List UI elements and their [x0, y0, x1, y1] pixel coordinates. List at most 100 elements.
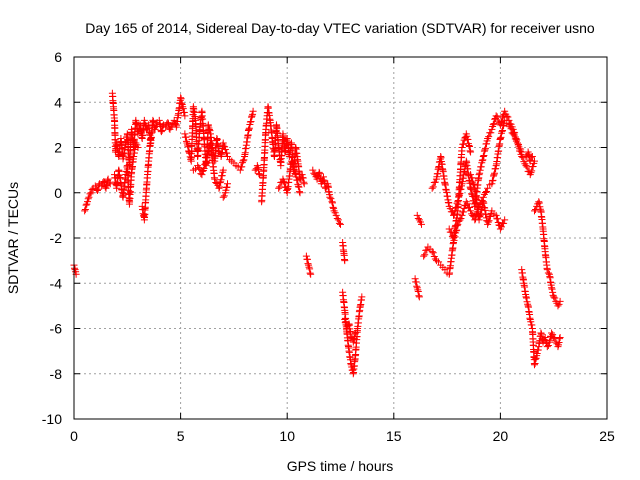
y-tick-label: 0	[54, 185, 62, 201]
data-point-marker	[543, 266, 551, 274]
data-point-marker-dense	[483, 188, 491, 196]
data-point-marker	[428, 184, 436, 192]
data-point-marker-dense	[485, 217, 493, 225]
data-point-marker-dense	[177, 95, 185, 103]
data-point-marker-dense	[350, 336, 358, 344]
data-point-marker-dense	[548, 285, 556, 293]
data-point-marker-dense	[492, 165, 500, 173]
data-point-marker	[300, 180, 308, 188]
data-point-marker	[496, 121, 504, 129]
data-point-marker-dense	[431, 178, 439, 186]
data-point-marker-dense	[179, 105, 187, 113]
data-point-marker-dense	[414, 288, 422, 296]
data-point-marker	[492, 112, 500, 120]
data-point-marker	[492, 211, 500, 219]
data-point-marker-dense	[220, 192, 228, 200]
data-point-marker-dense	[485, 133, 493, 141]
data-point-marker-dense	[534, 346, 542, 354]
data-point-marker-dense	[217, 176, 225, 184]
data-point-marker	[313, 175, 321, 183]
data-point-marker-dense	[524, 300, 532, 308]
data-point-marker	[550, 334, 558, 342]
data-point-marker-dense	[533, 350, 541, 358]
data-point-marker-dense	[519, 154, 527, 162]
data-point-marker	[509, 125, 517, 133]
data-point-marker-dense	[159, 122, 167, 130]
data-point-marker-dense	[481, 188, 489, 196]
data-point-marker	[475, 171, 483, 179]
data-point-marker-dense	[546, 336, 554, 344]
data-point-marker-dense	[532, 355, 540, 363]
data-point-marker-dense	[499, 126, 507, 134]
x-tick-label: 25	[599, 428, 615, 444]
data-point-marker-dense	[489, 176, 497, 184]
data-point-marker-dense	[255, 170, 263, 178]
data-point-marker	[526, 157, 534, 165]
data-point-marker-dense	[221, 145, 229, 153]
data-point-marker	[418, 220, 426, 228]
chart-title: Day 165 of 2014, Sidereal Day-to-day VTE…	[85, 20, 595, 36]
data-point-marker-dense	[549, 331, 557, 339]
data-point-marker-dense	[468, 174, 476, 182]
data-point-marker-dense	[333, 214, 341, 222]
data-point-marker-dense	[295, 183, 303, 191]
data-point-marker-dense	[201, 160, 209, 168]
data-point-marker-dense	[456, 189, 464, 197]
grid-lines	[74, 57, 607, 419]
data-point-marker-dense	[299, 174, 307, 182]
data-point-marker-dense	[238, 163, 246, 171]
data-point-marker	[458, 144, 466, 151]
data-point-marker-dense	[484, 218, 492, 226]
data-point-marker-dense	[216, 150, 224, 158]
data-point-marker-dense	[476, 169, 484, 177]
data-point-marker	[522, 162, 530, 170]
data-point-marker-dense	[206, 127, 214, 135]
data-point-marker-dense	[327, 195, 335, 203]
data-point-marker-dense	[295, 188, 303, 196]
data-point-marker-dense	[84, 195, 92, 203]
data-point-marker	[467, 207, 475, 215]
data-point-marker	[554, 343, 562, 351]
data-point-marker	[467, 171, 475, 179]
data-point-marker-dense	[195, 164, 203, 172]
data-point-marker	[479, 153, 487, 161]
data-point-marker-dense	[94, 185, 102, 193]
data-point-marker-dense	[415, 292, 423, 300]
data-point-marker-dense	[149, 117, 157, 125]
data-point-marker	[177, 94, 185, 102]
data-point-marker	[550, 293, 558, 301]
data-point-marker	[157, 128, 165, 136]
data-point-marker	[249, 107, 257, 115]
data-point-marker-dense	[515, 143, 523, 151]
data-point-marker	[100, 177, 108, 185]
data-point-marker-dense	[489, 121, 497, 129]
data-point-marker-dense	[528, 321, 536, 329]
data-point-marker-dense	[465, 142, 473, 150]
data-point-marker-dense	[513, 136, 521, 144]
data-point-marker-dense	[158, 126, 166, 134]
data-point-marker-dense	[213, 179, 221, 187]
data-point-marker-dense	[490, 171, 498, 179]
data-point-marker	[326, 193, 334, 201]
data-point-marker-dense	[479, 156, 487, 164]
data-point-marker	[219, 139, 227, 147]
data-point-marker-dense	[239, 157, 247, 165]
data-point-marker-dense	[223, 149, 231, 157]
data-point-marker	[415, 293, 423, 301]
data-point-marker-dense	[464, 136, 472, 144]
data-point-marker-dense	[528, 167, 536, 175]
data-point-marker-dense	[465, 203, 473, 211]
data-point-marker-dense	[216, 183, 224, 191]
data-point-marker-dense	[249, 110, 257, 118]
data-point-marker	[556, 297, 564, 305]
data-point-marker-dense	[527, 169, 535, 177]
data-point-marker-dense	[536, 205, 544, 213]
data-point-marker	[332, 211, 340, 219]
data-point-marker-dense	[477, 163, 485, 171]
data-point-marker-dense	[512, 135, 520, 143]
data-point-marker-dense	[216, 179, 224, 187]
data-point-marker-dense	[529, 162, 537, 170]
y-axis-title: SDTVAR / TECUs	[5, 182, 21, 294]
data-point-marker-dense	[254, 165, 262, 173]
data-point-marker-dense	[247, 118, 255, 126]
